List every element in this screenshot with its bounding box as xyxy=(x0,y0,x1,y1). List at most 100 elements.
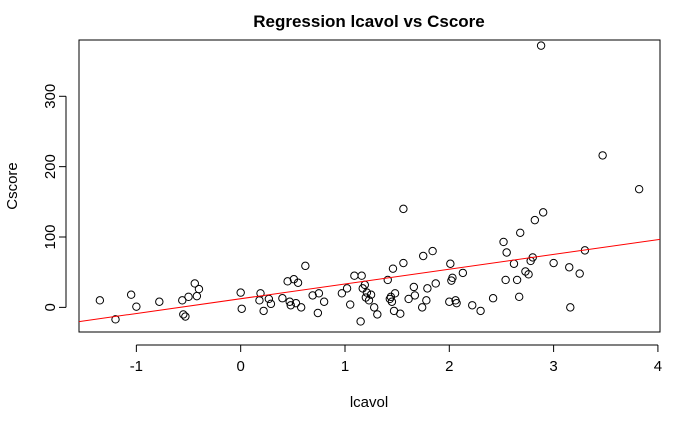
data-point xyxy=(132,302,141,311)
data-point xyxy=(501,275,510,285)
x-tick-label: -1 xyxy=(130,358,143,375)
data-point xyxy=(452,298,461,308)
data-point xyxy=(111,315,120,324)
data-point xyxy=(181,312,190,321)
x-tick-label: 0 xyxy=(237,358,245,375)
data-point xyxy=(264,294,274,304)
plot-frame xyxy=(78,39,661,333)
data-point xyxy=(293,278,303,287)
y-tick-label: 200 xyxy=(42,154,59,179)
data-point xyxy=(419,251,428,261)
data-point xyxy=(536,41,546,50)
data-point xyxy=(390,289,400,298)
y-tick-label: 100 xyxy=(42,224,59,249)
data-point xyxy=(369,303,379,312)
data-point xyxy=(286,301,295,310)
data-point xyxy=(417,303,427,312)
data-point xyxy=(337,289,347,298)
data-point xyxy=(126,290,136,299)
data-point xyxy=(409,282,419,292)
data-point xyxy=(259,306,268,316)
data-point xyxy=(538,208,548,217)
data-point xyxy=(524,270,533,279)
data-point xyxy=(446,259,455,268)
data-point xyxy=(291,298,301,308)
data-point xyxy=(342,284,352,293)
x-tick-label: 1 xyxy=(341,358,349,375)
data-point xyxy=(301,261,310,271)
y-tick-label: 0 xyxy=(42,303,59,311)
data-point xyxy=(346,300,355,309)
data-point xyxy=(530,215,540,225)
data-point xyxy=(458,268,468,278)
data-point xyxy=(155,297,164,306)
data-point xyxy=(266,299,276,309)
data-point xyxy=(366,290,376,299)
y-axis-label: Cscore xyxy=(4,162,21,210)
data-point xyxy=(566,303,575,312)
data-point xyxy=(499,237,508,247)
data-point xyxy=(373,310,382,319)
data-point xyxy=(383,275,392,285)
data-point xyxy=(428,246,437,256)
data-point xyxy=(410,291,420,300)
data-point xyxy=(565,263,574,272)
data-point xyxy=(190,279,199,288)
data-point xyxy=(179,310,188,319)
x-axis: -1 0 1 2 3 4 xyxy=(130,344,662,375)
data-point xyxy=(319,297,329,306)
data-point xyxy=(296,303,306,312)
data-point xyxy=(178,296,187,305)
data-point xyxy=(514,292,524,302)
data-point xyxy=(387,297,397,306)
data-point xyxy=(512,275,522,285)
regression-line xyxy=(79,238,660,323)
data-point xyxy=(283,277,292,286)
data-point xyxy=(313,308,323,318)
data-point xyxy=(634,184,644,194)
data-point xyxy=(314,289,324,298)
data-point xyxy=(476,306,485,316)
data-point xyxy=(488,294,498,303)
data-point xyxy=(356,317,365,326)
data-point xyxy=(404,294,413,304)
data-point xyxy=(350,271,359,280)
data-point xyxy=(362,288,372,297)
data-point xyxy=(95,296,105,305)
data-point xyxy=(431,279,440,288)
x-axis-label: lcavol xyxy=(350,394,388,411)
data-point xyxy=(399,258,408,268)
data-point xyxy=(422,296,431,305)
data-point xyxy=(549,258,558,268)
chart-title: Regression lcavol vs Cscore xyxy=(253,12,485,31)
x-tick-label: 2 xyxy=(445,358,453,375)
data-point xyxy=(255,296,264,305)
data-point xyxy=(598,151,607,160)
y-axis: 0 100 200 300 xyxy=(42,84,67,312)
data-point xyxy=(388,264,398,273)
data-point xyxy=(357,271,366,280)
data-point xyxy=(308,291,317,300)
data-point xyxy=(509,259,519,268)
data-point xyxy=(237,304,246,313)
data-point xyxy=(285,297,294,306)
data-point xyxy=(448,273,457,283)
x-tick-label: 3 xyxy=(549,358,557,375)
data-point xyxy=(575,269,584,278)
data-point xyxy=(396,309,405,318)
data-point xyxy=(399,204,408,214)
y-tick-label: 300 xyxy=(42,84,59,109)
x-tick-label: 4 xyxy=(654,358,662,375)
data-point xyxy=(192,291,202,301)
data-point xyxy=(468,301,477,310)
data-point xyxy=(256,289,265,298)
data-point xyxy=(194,284,204,294)
data-point xyxy=(236,288,245,297)
data-point xyxy=(423,284,432,293)
data-point xyxy=(502,248,511,257)
data-point xyxy=(184,292,193,302)
data-point xyxy=(278,294,287,303)
data-point xyxy=(521,267,530,276)
data-point xyxy=(364,296,374,305)
